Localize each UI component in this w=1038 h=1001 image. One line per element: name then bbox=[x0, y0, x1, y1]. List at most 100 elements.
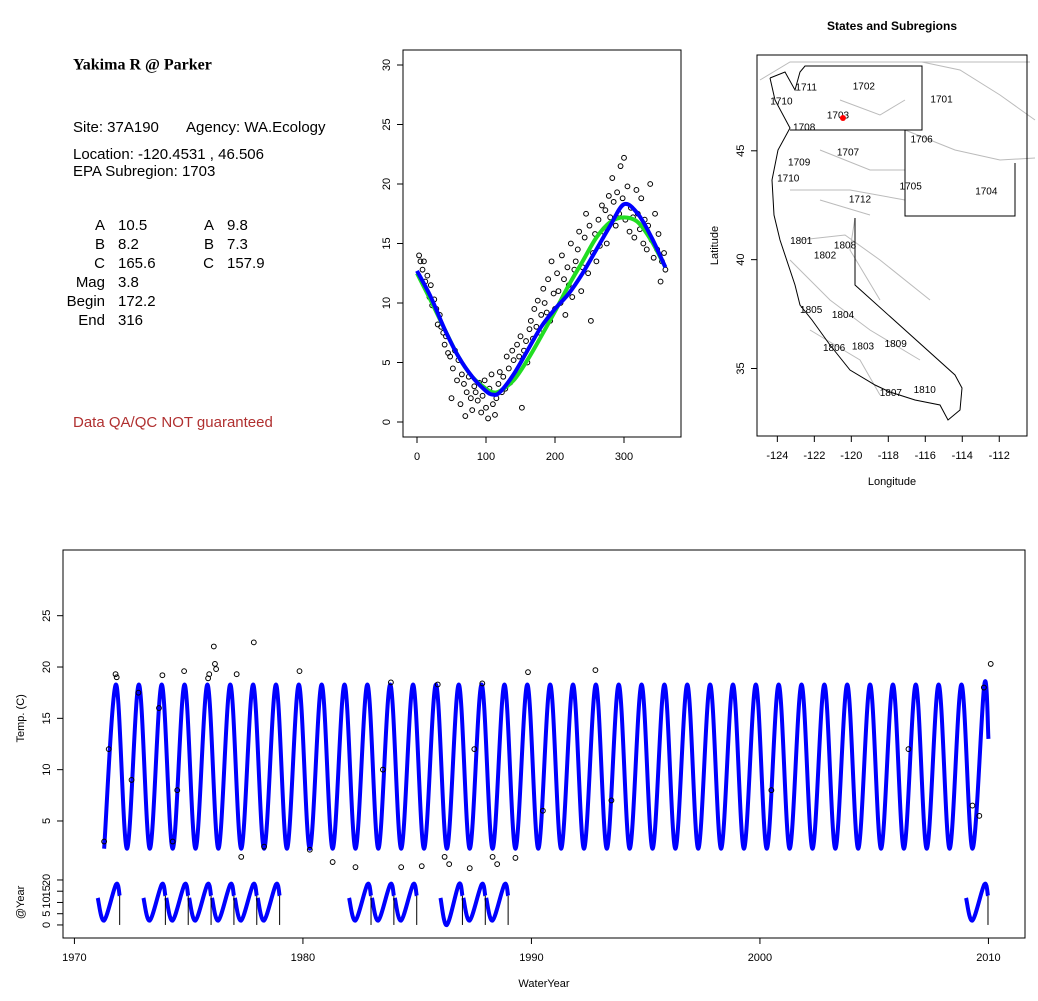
data-point bbox=[655, 231, 662, 237]
location: Location: -120.4531 , 46.506 bbox=[73, 146, 264, 163]
data-point bbox=[614, 189, 621, 196]
x-tick-label: 200 bbox=[546, 451, 564, 463]
x-tick-label: 1980 bbox=[291, 952, 315, 964]
data-point bbox=[463, 389, 470, 396]
data-point bbox=[448, 395, 455, 402]
y-tick-label: 35 bbox=[735, 362, 747, 374]
data-point bbox=[593, 258, 600, 265]
x-tick-label: -112 bbox=[989, 450, 1010, 462]
data-point bbox=[471, 383, 478, 390]
data-point bbox=[578, 288, 585, 295]
subregion-borders bbox=[759, 61, 1036, 396]
data-point bbox=[210, 643, 217, 650]
data-point bbox=[483, 404, 489, 411]
data-point bbox=[610, 198, 617, 205]
data-point bbox=[457, 401, 464, 408]
data-point bbox=[441, 341, 448, 348]
data-point bbox=[545, 276, 552, 283]
param-label: Mag bbox=[76, 274, 105, 291]
data-point bbox=[398, 864, 405, 871]
data-point bbox=[976, 812, 983, 819]
data-point bbox=[510, 357, 517, 364]
site-marker bbox=[839, 115, 846, 122]
y-tick-label: 0 bbox=[381, 419, 393, 425]
param-value: 8.2 bbox=[118, 236, 139, 253]
data-point bbox=[128, 777, 135, 783]
data-point bbox=[169, 838, 176, 845]
plot-frame bbox=[62, 549, 1026, 939]
data-point bbox=[481, 377, 488, 384]
data-point bbox=[472, 389, 479, 396]
data-point bbox=[585, 270, 592, 277]
data-point bbox=[206, 671, 213, 678]
y-tick-label: 10 bbox=[41, 896, 53, 908]
data-point bbox=[503, 353, 510, 360]
agency: Agency: WA.Ecology bbox=[186, 119, 326, 136]
data-point bbox=[626, 228, 633, 235]
y-tick-label: 25 bbox=[41, 610, 53, 622]
data-point bbox=[421, 258, 427, 265]
x-tick-label: 100 bbox=[477, 451, 495, 463]
data-point bbox=[562, 312, 569, 318]
data-point bbox=[617, 163, 624, 170]
data-point bbox=[518, 404, 525, 411]
region-label: 1702 bbox=[853, 81, 876, 92]
y-tick-label: 20 bbox=[41, 661, 53, 673]
y-axis-label: Temp. (C) bbox=[15, 694, 27, 742]
data-point bbox=[105, 746, 112, 753]
param-value: 7.3 bbox=[227, 236, 248, 253]
data-point bbox=[261, 843, 267, 850]
data-point bbox=[768, 787, 775, 794]
data-point bbox=[489, 854, 496, 860]
data-point bbox=[516, 353, 523, 360]
x-tick-label: -124 bbox=[766, 450, 788, 462]
data-point bbox=[619, 195, 626, 202]
data-point bbox=[509, 347, 516, 354]
param-value: 157.9 bbox=[227, 255, 265, 272]
param-value: 3.8 bbox=[118, 274, 139, 291]
region-label: 1808 bbox=[834, 240, 857, 251]
data-point bbox=[540, 285, 547, 292]
param-value: 316 bbox=[118, 312, 143, 329]
data-point bbox=[576, 228, 583, 235]
x-tick-label: 300 bbox=[615, 451, 633, 463]
annual-fit bbox=[95, 881, 990, 927]
data-point bbox=[608, 797, 615, 804]
data-point bbox=[449, 365, 456, 372]
x-tick-label: 2000 bbox=[748, 952, 772, 964]
data-point bbox=[621, 154, 627, 161]
data-point bbox=[490, 401, 496, 408]
state-borders bbox=[769, 65, 1016, 421]
data-point bbox=[500, 373, 507, 380]
region-label: 1805 bbox=[800, 305, 823, 316]
region-label: 1806 bbox=[823, 343, 846, 354]
map-outline bbox=[759, 61, 1036, 421]
data-point bbox=[526, 326, 533, 333]
y-tick-label: 10 bbox=[41, 764, 53, 776]
data-point bbox=[650, 254, 657, 261]
region-label: 1703 bbox=[827, 111, 850, 122]
y-tick-label: 30 bbox=[381, 59, 393, 71]
region-label: 1810 bbox=[914, 385, 937, 396]
data-point bbox=[905, 746, 912, 753]
data-point bbox=[567, 240, 574, 247]
y-tick-label: 15 bbox=[381, 237, 393, 249]
data-point bbox=[609, 175, 616, 181]
x-tick-label: -122 bbox=[803, 450, 825, 462]
fit-line bbox=[415, 201, 668, 397]
seasonal-fit bbox=[102, 679, 991, 851]
param-label: C bbox=[94, 255, 105, 272]
param-value: 9.8 bbox=[227, 217, 248, 234]
data-point bbox=[647, 181, 654, 187]
data-point bbox=[564, 264, 571, 271]
data-point bbox=[574, 246, 581, 253]
x-tick-label: -118 bbox=[878, 450, 899, 462]
data-point bbox=[479, 392, 486, 399]
data-point bbox=[213, 666, 219, 672]
data-point bbox=[595, 216, 602, 223]
data-point bbox=[419, 266, 426, 273]
param-label: B bbox=[204, 236, 214, 253]
data-point bbox=[602, 207, 609, 214]
y-tick-label: 5 bbox=[41, 911, 53, 917]
data-point bbox=[550, 290, 557, 297]
